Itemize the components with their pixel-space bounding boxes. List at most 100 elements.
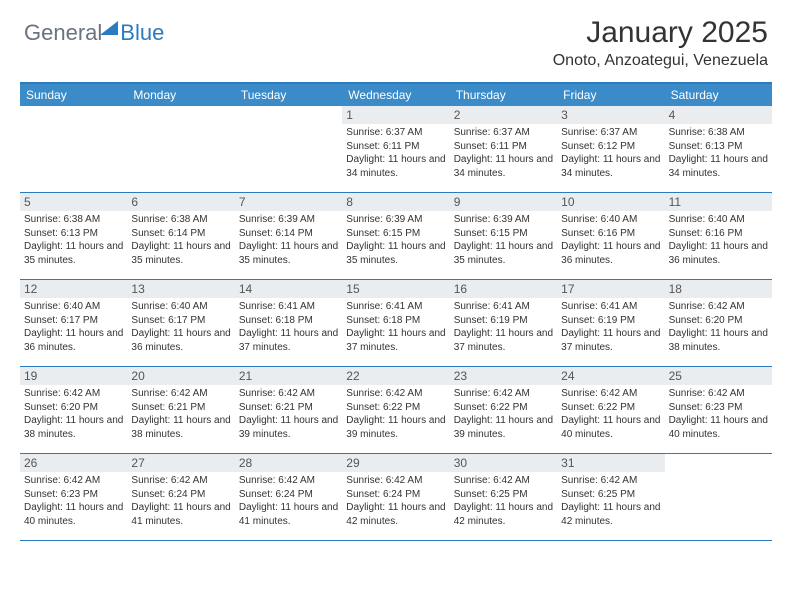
daylight-text: Daylight: 11 hours and 42 minutes. [561,501,660,528]
day-details: Sunrise: 6:42 AMSunset: 6:22 PMDaylight:… [557,385,664,445]
sunrise-text: Sunrise: 6:40 AM [24,300,123,314]
logo-text-general: General [24,20,102,46]
day-number: 26 [20,454,127,472]
day-details: Sunrise: 6:42 AMSunset: 6:24 PMDaylight:… [235,472,342,532]
day-details: Sunrise: 6:42 AMSunset: 6:21 PMDaylight:… [127,385,234,445]
calendar: Sunday Monday Tuesday Wednesday Thursday… [20,82,772,541]
day-cell: 21 Sunrise: 6:42 AMSunset: 6:21 PMDayligh… [235,367,342,453]
weekday-header-row: Sunday Monday Tuesday Wednesday Thursday… [20,84,772,106]
day-number: 7 [235,193,342,211]
daylight-text: Daylight: 11 hours and 39 minutes. [239,414,338,441]
sunset-text: Sunset: 6:22 PM [561,401,660,415]
sunset-text: Sunset: 6:21 PM [131,401,230,415]
daylight-text: Daylight: 11 hours and 38 minutes. [24,414,123,441]
sunset-text: Sunset: 6:24 PM [239,488,338,502]
weekday-friday: Friday [557,84,664,106]
sunrise-text: Sunrise: 6:42 AM [561,474,660,488]
day-details: Sunrise: 6:42 AMSunset: 6:25 PMDaylight:… [450,472,557,532]
daylight-text: Daylight: 11 hours and 35 minutes. [454,240,553,267]
day-cell [665,454,772,540]
day-details: Sunrise: 6:40 AMSunset: 6:16 PMDaylight:… [557,211,664,271]
sunrise-text: Sunrise: 6:37 AM [561,126,660,140]
sunset-text: Sunset: 6:25 PM [561,488,660,502]
sunset-text: Sunset: 6:23 PM [669,401,768,415]
sunrise-text: Sunrise: 6:42 AM [131,474,230,488]
daylight-text: Daylight: 11 hours and 38 minutes. [669,327,768,354]
daylight-text: Daylight: 11 hours and 36 minutes. [24,327,123,354]
day-cell: 25Sunrise: 6:42 AMSunset: 6:23 PMDayligh… [665,367,772,453]
sunrise-text: Sunrise: 6:40 AM [669,213,768,227]
sunset-text: Sunset: 6:23 PM [24,488,123,502]
day-number: 6 [127,193,234,211]
day-cell: 26Sunrise: 6:42 AMSunset: 6:23 PMDayligh… [20,454,127,540]
day-number: 13 [127,280,234,298]
sunset-text: Sunset: 6:11 PM [346,140,445,154]
day-details: Sunrise: 6:38 AMSunset: 6:14 PMDaylight:… [127,211,234,271]
sunrise-text: Sunrise: 6:42 AM [239,387,338,401]
day-number: 25 [665,367,772,385]
week-row: 5Sunrise: 6:38 AMSunset: 6:13 PMDaylight… [20,193,772,280]
sunrise-text: Sunrise: 6:42 AM [669,387,768,401]
sunset-text: Sunset: 6:19 PM [561,314,660,328]
day-number: 2 [450,106,557,124]
day-cell: 5Sunrise: 6:38 AMSunset: 6:13 PMDaylight… [20,193,127,279]
daylight-text: Daylight: 11 hours and 41 minutes. [131,501,230,528]
day-details: Sunrise: 6:42 AMSunset: 6:20 PMDaylight:… [665,298,772,358]
day-details: Sunrise: 6:40 AMSunset: 6:16 PMDaylight:… [665,211,772,271]
day-details: Sunrise: 6:42 AMSunset: 6:22 PMDaylight:… [450,385,557,445]
sunset-text: Sunset: 6:13 PM [24,227,123,241]
day-cell: 13Sunrise: 6:40 AMSunset: 6:17 PMDayligh… [127,280,234,366]
sunset-text: Sunset: 6:22 PM [346,401,445,415]
sunrise-text: Sunrise: 6:38 AM [669,126,768,140]
daylight-text: Daylight: 11 hours and 37 minutes. [454,327,553,354]
sunrise-text: Sunrise: 6:37 AM [346,126,445,140]
location: Onoto, Anzoategui, Venezuela [553,52,768,70]
weeks-container: 1Sunrise: 6:37 AMSunset: 6:11 PMDaylight… [20,106,772,541]
day-number: 10 [557,193,664,211]
sunrise-text: Sunrise: 6:42 AM [24,387,123,401]
day-cell: 27Sunrise: 6:42 AMSunset: 6:24 PMDayligh… [127,454,234,540]
sunrise-text: Sunrise: 6:42 AM [239,474,338,488]
day-number: 1 [342,106,449,124]
daylight-text: Daylight: 11 hours and 34 minutes. [669,153,768,180]
sunset-text: Sunset: 6:16 PM [561,227,660,241]
header: General Blue January 2025 Onoto, Anzoate… [0,0,792,74]
sunrise-text: Sunrise: 6:39 AM [239,213,338,227]
sunset-text: Sunset: 6:13 PM [669,140,768,154]
sunset-text: Sunset: 6:21 PM [239,401,338,415]
daylight-text: Daylight: 11 hours and 35 minutes. [24,240,123,267]
day-cell: 12Sunrise: 6:40 AMSunset: 6:17 PMDayligh… [20,280,127,366]
daylight-text: Daylight: 11 hours and 38 minutes. [131,414,230,441]
day-number: 21 [235,367,342,385]
sunset-text: Sunset: 6:19 PM [454,314,553,328]
day-details: Sunrise: 6:38 AMSunset: 6:13 PMDaylight:… [20,211,127,271]
sunrise-text: Sunrise: 6:42 AM [669,300,768,314]
day-details: Sunrise: 6:39 AMSunset: 6:15 PMDaylight:… [450,211,557,271]
day-details: Sunrise: 6:38 AMSunset: 6:13 PMDaylight:… [665,124,772,184]
day-details: Sunrise: 6:39 AMSunset: 6:15 PMDaylight:… [342,211,449,271]
day-cell: 30Sunrise: 6:42 AMSunset: 6:25 PMDayligh… [450,454,557,540]
sunset-text: Sunset: 6:16 PM [669,227,768,241]
day-cell: 22Sunrise: 6:42 AMSunset: 6:22 PMDayligh… [342,367,449,453]
day-cell: 17Sunrise: 6:41 AMSunset: 6:19 PMDayligh… [557,280,664,366]
daylight-text: Daylight: 11 hours and 37 minutes. [239,327,338,354]
logo-text-blue: Blue [120,20,164,46]
logo-triangle-icon [100,21,118,35]
day-number: 17 [557,280,664,298]
daylight-text: Daylight: 11 hours and 36 minutes. [131,327,230,354]
sunrise-text: Sunrise: 6:38 AM [131,213,230,227]
day-number: 18 [665,280,772,298]
sunset-text: Sunset: 6:15 PM [346,227,445,241]
day-cell: 1Sunrise: 6:37 AMSunset: 6:11 PMDaylight… [342,106,449,192]
weekday-wednesday: Wednesday [342,84,449,106]
day-number: 11 [665,193,772,211]
day-cell: 28Sunrise: 6:42 AMSunset: 6:24 PMDayligh… [235,454,342,540]
daylight-text: Daylight: 11 hours and 40 minutes. [561,414,660,441]
daylight-text: Daylight: 11 hours and 36 minutes. [561,240,660,267]
day-details: Sunrise: 6:37 AMSunset: 6:12 PMDaylight:… [557,124,664,184]
title-block: January 2025 Onoto, Anzoategui, Venezuel… [553,16,768,70]
day-cell: 14Sunrise: 6:41 AMSunset: 6:18 PMDayligh… [235,280,342,366]
week-row: 26 Sunrise: 6:42 AM Sunset: 6:23 PM Dayligh… [20,454,772,541]
sunrise-text: Sunrise: 6:41 AM [454,300,553,314]
sunrise-text: Sunrise: 6:42 AM [346,474,445,488]
